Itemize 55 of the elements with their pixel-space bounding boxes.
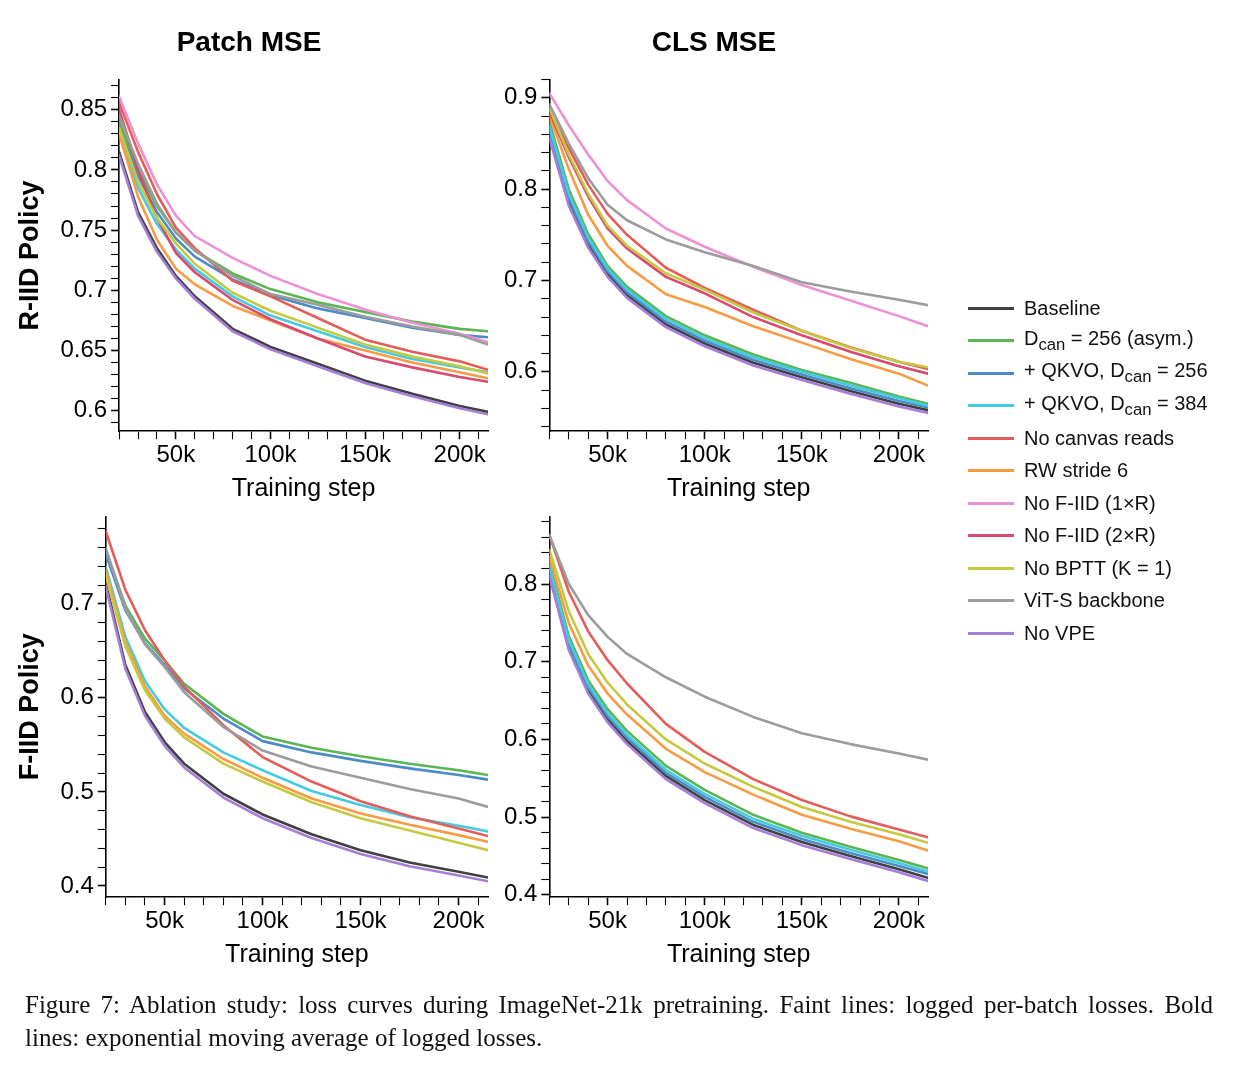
x-tick-label: 150k <box>775 440 829 468</box>
y-tick-label: 0.8 <box>73 154 108 182</box>
y-tick-label: 0.5 <box>60 776 94 804</box>
y-tick-label: 0.7 <box>503 265 538 293</box>
x-tick-label: 50k <box>588 906 628 934</box>
x-tick-label: 50k <box>588 440 628 468</box>
x-tick-label: 200k <box>432 906 486 934</box>
y-tick-label: 0.6 <box>503 724 538 752</box>
y-tick-label: 0.65 <box>60 335 108 363</box>
x-axis-title: Training step <box>666 472 811 501</box>
y-axis-title: F-IID Policy <box>13 633 44 781</box>
x-tick-label: 200k <box>433 440 487 468</box>
caption: Figure 7: Ablation study: loss curves during ImageNet-21k pretraining. Faint lines: logged per-batch losses. Bold lines: exponential moving average of logged losses. <box>25 990 1213 1053</box>
x-tick-label: 100k <box>244 440 298 468</box>
x-tick-label: 100k <box>236 906 290 934</box>
y-tick-label: 0.6 <box>60 682 94 710</box>
legend-label: RW stride 6 <box>1024 459 1129 483</box>
y-tick-label: 0.85 <box>60 94 108 122</box>
x-axis-title: Training step <box>231 472 376 501</box>
legend-label: ViT-S backbone <box>1024 589 1165 613</box>
legend-label: No BPTT (K = 1) <box>1024 556 1173 580</box>
legend-label: No canvas reads <box>1024 426 1175 450</box>
chart-title: Patch MSE <box>176 25 322 57</box>
y-tick-label: 0.8 <box>503 173 538 201</box>
y-tick-label: 0.4 <box>503 879 538 907</box>
y-tick-label: 0.4 <box>60 870 94 898</box>
x-tick-label: 50k <box>156 440 197 468</box>
legend-label: + QKVO, D$_{can}$ = 256 <box>1024 359 1208 388</box>
legend-label: No F-IID (1×R) <box>1024 491 1156 515</box>
x-tick-label: 200k <box>872 440 926 468</box>
y-tick-label: 0.7 <box>73 274 108 302</box>
x-axis-title: Training step <box>225 938 369 967</box>
y-tick-label: 0.8 <box>503 568 538 596</box>
legend-label: Baseline <box>1024 296 1101 320</box>
y-tick-label: 0.9 <box>503 82 538 110</box>
y-tick-label: 0.7 <box>503 646 538 674</box>
x-tick-label: 200k <box>872 906 926 934</box>
x-tick-label: 50k <box>145 906 185 934</box>
legend-label: D$_{can}$ = 256 (asym.) <box>1024 326 1194 355</box>
legend-label: No VPE <box>1024 621 1096 645</box>
legend-label: No F-IID (2×R) <box>1024 524 1156 548</box>
y-tick-label: 0.6 <box>503 356 538 384</box>
y-tick-label: 0.6 <box>73 395 108 423</box>
chart-title: CLS MSE <box>651 25 777 57</box>
x-axis-title: Training step <box>666 938 811 967</box>
y-axis-title: R-IID Policy <box>13 180 44 331</box>
y-tick-label: 0.7 <box>60 588 94 616</box>
y-tick-label: 0.75 <box>60 214 108 242</box>
legend-label: + QKVO, D$_{can}$ = 384 <box>1024 391 1208 420</box>
x-tick-label: 150k <box>775 906 829 934</box>
x-tick-label: 150k <box>339 440 393 468</box>
y-tick-label: 0.5 <box>503 801 538 829</box>
x-tick-label: 100k <box>678 440 732 468</box>
x-tick-label: 100k <box>678 906 732 934</box>
x-tick-label: 150k <box>334 906 388 934</box>
